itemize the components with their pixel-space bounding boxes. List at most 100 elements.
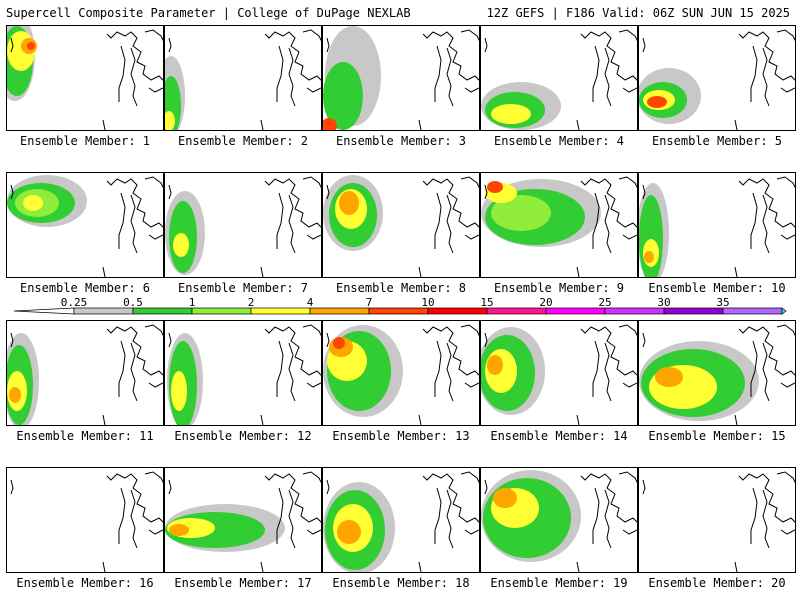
coastline (776, 176, 795, 189)
map-field (167, 324, 321, 425)
colorbar-segment (545, 307, 606, 315)
coastline (576, 119, 580, 130)
coastline (618, 176, 637, 189)
coastline (734, 414, 738, 425)
ensemble-map-panel (322, 172, 480, 278)
coastline (734, 119, 738, 130)
coastline (306, 87, 321, 93)
map-field (481, 29, 637, 130)
coastline (144, 324, 163, 337)
coastline (762, 342, 770, 402)
scp-contour-area (491, 195, 551, 231)
ensemble-map-panel (6, 320, 164, 426)
map-field (10, 471, 163, 572)
coastline (750, 45, 758, 102)
coastline (580, 178, 637, 228)
coastline (264, 31, 321, 81)
colorbar-tick-label: 15 (480, 296, 493, 309)
coastline (144, 471, 163, 484)
coastline (148, 382, 163, 388)
coastline (302, 324, 321, 337)
coastline (642, 332, 646, 348)
coastline (622, 382, 637, 388)
coastline (460, 324, 479, 337)
map-field (481, 176, 637, 277)
ensemble-member-label: Ensemble Member: 4 (493, 134, 625, 148)
coastline (326, 479, 330, 495)
coastline (260, 119, 264, 130)
coastline (10, 184, 14, 200)
coastline (576, 414, 580, 425)
coastline (750, 487, 758, 544)
map-field (7, 175, 163, 277)
coastline (460, 471, 479, 484)
scp-contour-area (9, 387, 21, 403)
coastline (130, 194, 138, 254)
coastline (144, 29, 163, 42)
map-field (323, 26, 479, 130)
colorbar-tick-label: 7 (366, 296, 373, 309)
run-info: 12Z GEFS | F186 Valid: 06Z SUN JUN 15 20… (486, 6, 790, 20)
coastline (106, 326, 163, 376)
coastline (130, 489, 138, 549)
ensemble-map-panel (638, 467, 796, 573)
map-field (7, 324, 163, 425)
map-field (481, 470, 637, 572)
ensemble-member-label: Ensemble Member: 15 (648, 429, 786, 443)
coastline (622, 529, 637, 535)
coastline (484, 37, 488, 53)
coastline (422, 326, 479, 376)
coastline (750, 340, 758, 397)
coastline (592, 192, 600, 249)
coastline (276, 340, 284, 397)
coastline (168, 184, 172, 200)
coastline (260, 414, 264, 425)
coastline (460, 29, 479, 42)
coastline (276, 192, 284, 249)
coastline (776, 29, 795, 42)
scp-contour-area (333, 337, 345, 349)
coastline (604, 342, 612, 402)
coastline (118, 192, 126, 249)
ensemble-member-label: Ensemble Member: 10 (648, 281, 786, 295)
colorbar-segment (368, 307, 429, 315)
coastline (434, 192, 442, 249)
coastline (446, 489, 454, 549)
scp-contour-area (173, 233, 189, 257)
ensemble-member-label: Ensemble Member: 17 (174, 576, 312, 590)
coastline (642, 479, 646, 495)
coastline (446, 47, 454, 107)
coastline (762, 194, 770, 254)
coastline (780, 382, 795, 388)
map-field (323, 175, 479, 277)
coastline (484, 184, 488, 200)
coastline (592, 340, 600, 397)
colorbar-segment (663, 307, 724, 315)
coastline (302, 471, 321, 484)
coastline (102, 266, 106, 277)
coastline (264, 178, 321, 228)
coastline (106, 31, 163, 81)
ensemble-map-panel (480, 25, 638, 131)
map-field (639, 176, 795, 277)
scp-contour-area (644, 251, 654, 263)
ensemble-map-panel (638, 320, 796, 426)
coastline (326, 184, 330, 200)
coastline (260, 266, 264, 277)
coastline (418, 266, 422, 277)
coastline (306, 529, 321, 535)
coastline (302, 29, 321, 42)
coastline (622, 234, 637, 240)
colorbar-tick-label: 25 (598, 296, 611, 309)
coastline (642, 37, 646, 53)
coastline (418, 119, 422, 130)
map-field (481, 324, 637, 425)
coastline (464, 234, 479, 240)
coastline (604, 47, 612, 107)
coastline (576, 266, 580, 277)
colorbar-segment (604, 307, 665, 315)
ensemble-map-panel (322, 467, 480, 573)
coastline (10, 479, 14, 495)
coastline (144, 176, 163, 189)
ensemble-map-panel (480, 467, 638, 573)
